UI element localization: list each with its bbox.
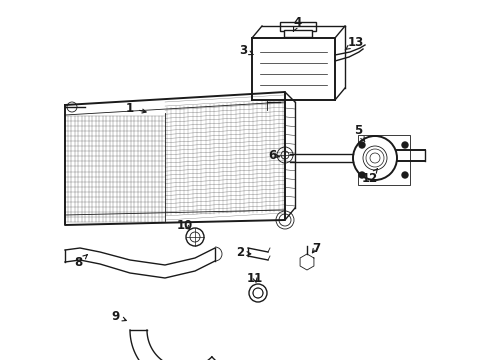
Circle shape [186,228,204,246]
Text: 13: 13 [345,36,364,50]
Circle shape [363,146,387,170]
Circle shape [277,147,293,163]
Circle shape [402,172,408,178]
Circle shape [402,142,408,148]
Circle shape [281,151,289,159]
Bar [284,30,312,37]
Text: 2: 2 [236,247,251,260]
Circle shape [253,288,263,298]
Circle shape [190,232,200,242]
Text: 6: 6 [268,149,279,162]
Text: 10: 10 [177,219,193,231]
Text: 5: 5 [354,123,365,142]
Circle shape [249,284,267,302]
Text: 4: 4 [294,15,302,31]
Circle shape [359,172,365,178]
Circle shape [353,136,397,180]
Text: 1: 1 [126,102,146,114]
Text: 9: 9 [111,310,126,323]
Text: 7: 7 [312,242,320,255]
Circle shape [359,142,365,148]
Text: 12: 12 [362,168,378,185]
Bar [280,22,316,31]
Text: 8: 8 [74,255,87,270]
Text: 3: 3 [239,44,253,57]
Text: 11: 11 [247,271,263,284]
Bar [358,135,410,185]
